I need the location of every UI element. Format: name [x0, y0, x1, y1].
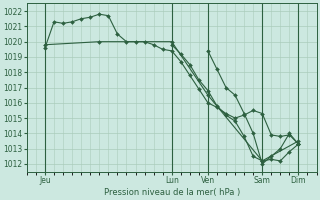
- X-axis label: Pression niveau de la mer( hPa ): Pression niveau de la mer( hPa ): [104, 188, 240, 197]
